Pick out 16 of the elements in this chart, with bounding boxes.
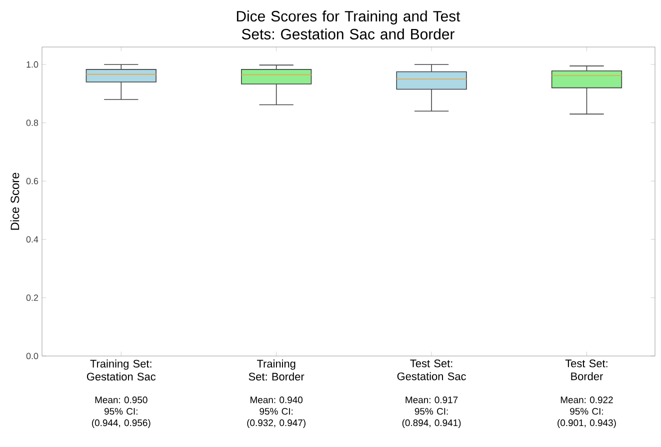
y-tick-label: 0.6 [26,178,38,184]
text: Mean: 0.940 95% CI: (0.932, 0.947) [247,396,306,428]
x-tick-label: Test Set: Gestation Sac [397,360,466,380]
y-tick-label: 0.4 [26,236,38,243]
y-axis-title: Dice Score [10,172,20,230]
y-tick-label: 0.0 [26,352,38,360]
chart-title: Dice Scores for Training and Test Sets: Gestation Sac and Border [236,10,460,40]
y-tick-label: 1.0 [26,61,38,68]
x-tick-label: Test Set: Border [565,360,608,380]
text: Mean: 0.922 95% CI: (0.901, 0.943) [558,396,616,428]
x-tick-label: Training Set: Gestation Sac [86,360,156,381]
y-tick-label: 0.8 [26,120,38,126]
text: Mean: 0.917 95% CI: (0.894, 0.941) [402,396,461,428]
y-tick-label: 0.2 [26,294,38,301]
text: Mean: 0.950 95% CI: (0.944, 0.956) [92,396,150,428]
x-tick-label: Training Set: Border [248,360,304,381]
